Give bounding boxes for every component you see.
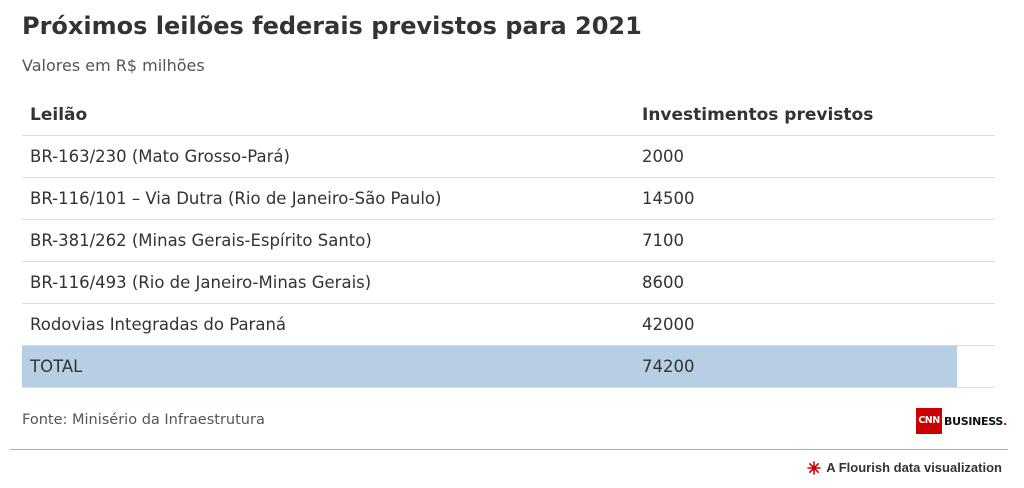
cnn-logo-box: CNN — [916, 408, 942, 434]
data-table: Leilão Investimentos previstos BR-163/23… — [22, 94, 995, 388]
row-leilao-cell: BR-116/493 (Rio de Janeiro-Minas Gerais) — [30, 273, 372, 292]
row-leilao-cell: Rodovias Integradas do Paraná — [30, 315, 287, 334]
column-header-leilao: Leilão — [30, 105, 88, 125]
row-valor-cell: 2000 — [642, 147, 684, 166]
row-leilao-cell: BR-116/101 – Via Dutra (Rio de Janeiro-S… — [30, 189, 442, 208]
table-row: BR-116/101 – Via Dutra (Rio de Janeiro-S… — [22, 178, 995, 220]
table-row: BR-381/262 (Minas Gerais-Espírito Santo)… — [22, 220, 995, 262]
cnn-logo-text: CNN — [918, 415, 940, 427]
table-row: BR-116/493 (Rio de Janeiro-Minas Gerais)… — [22, 262, 995, 304]
footer-divider — [10, 449, 1008, 450]
row-leilao-cell: BR-163/230 (Mato Grosso-Pará) — [30, 147, 290, 166]
row-valor-cell: 42000 — [642, 315, 695, 334]
flourish-credit-text: A Flourish data visualization — [826, 460, 1002, 475]
total-label-cell: TOTAL — [30, 357, 83, 376]
table-header-row: Leilão Investimentos previstos — [22, 94, 995, 136]
table-row: Rodovias Integradas do Paraná 42000 — [22, 304, 995, 346]
row-leilao-cell: BR-381/262 (Minas Gerais-Espírito Santo) — [30, 231, 372, 250]
chart-subtitle: Valores em R$ milhões — [22, 56, 205, 75]
chart-title: Próximos leilões federais previstos para… — [22, 12, 642, 40]
row-valor-cell: 8600 — [642, 273, 684, 292]
column-header-investimentos: Investimentos previstos — [642, 105, 874, 125]
total-value-cell: 74200 — [642, 357, 695, 376]
cnn-business-logo: CNN BUSINESS. — [916, 408, 1007, 434]
business-logo-text: BUSINESS. — [944, 414, 1007, 428]
table-row: BR-163/230 (Mato Grosso-Pará) 2000 — [22, 136, 995, 178]
row-valor-cell: 14500 — [642, 189, 695, 208]
flourish-logo-icon — [807, 460, 822, 475]
table-total-row: TOTAL 74200 — [22, 346, 995, 388]
row-valor-cell: 7100 — [642, 231, 684, 250]
source-note: Fonte: Minisério da Infraestrutura — [22, 412, 265, 428]
total-row-highlight — [22, 346, 957, 387]
flourish-credit-link[interactable]: A Flourish data visualization — [807, 460, 1002, 475]
business-word: BUSINESS — [944, 414, 1004, 428]
